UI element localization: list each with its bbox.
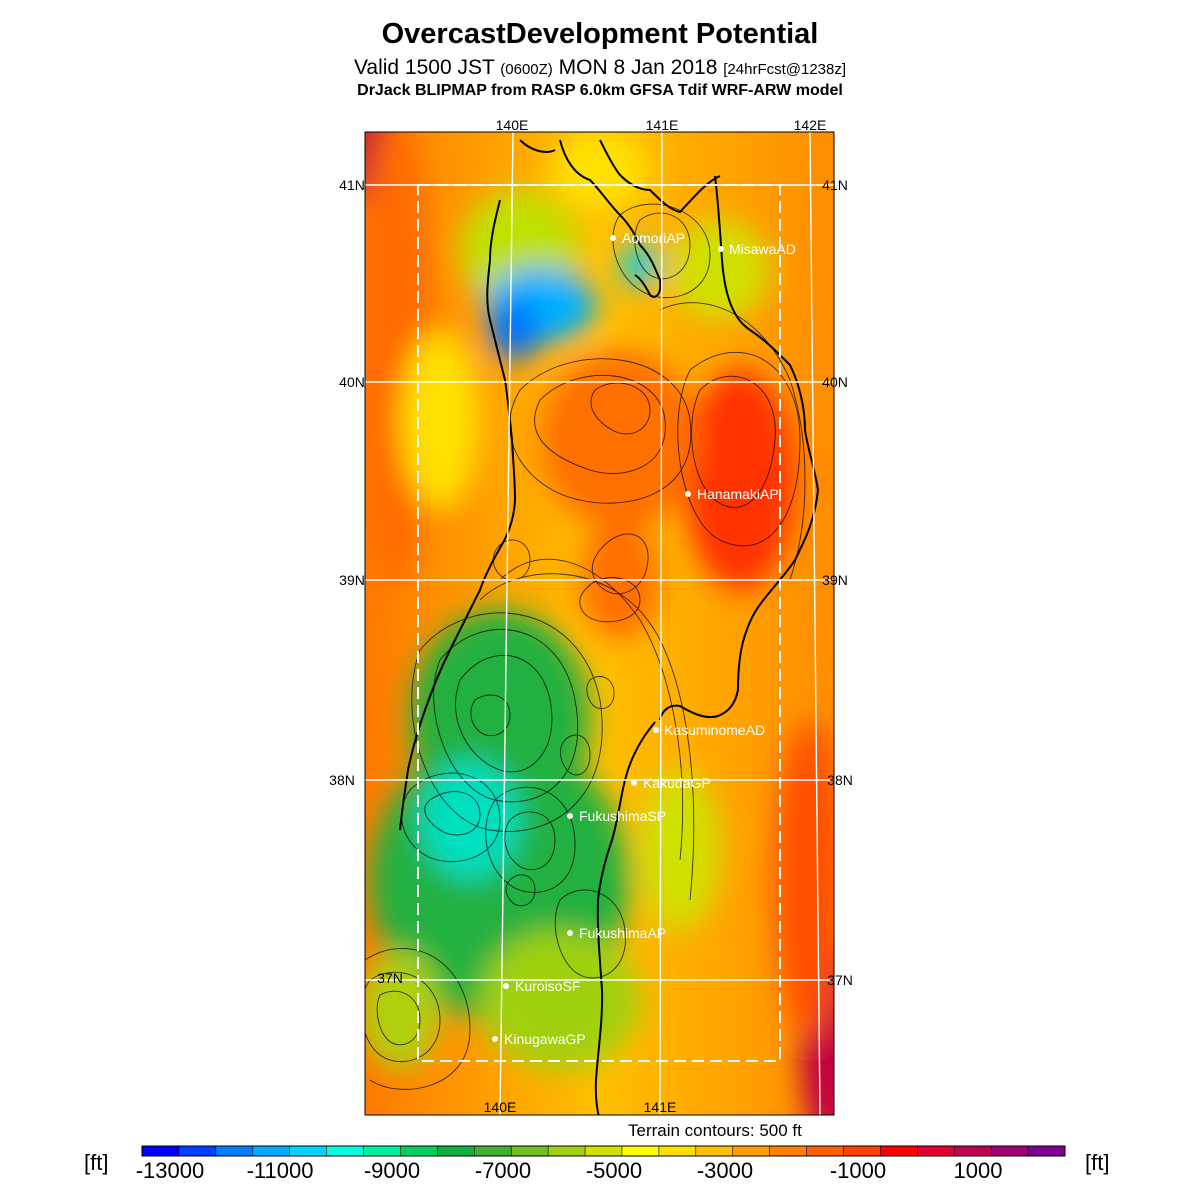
colorbar-swatch bbox=[474, 1146, 512, 1156]
colorbar-label: -9000 bbox=[364, 1158, 420, 1183]
colorbar-frame bbox=[141, 1145, 1066, 1157]
station-fukushima-sp: FukushimaSP bbox=[567, 808, 666, 824]
colorbar-swatch bbox=[585, 1146, 623, 1156]
station-fukushima-ap: FukushimaAP bbox=[567, 925, 666, 941]
colorbar-swatch bbox=[658, 1146, 697, 1156]
colorbar-swatch bbox=[806, 1146, 844, 1156]
colorbar-swatch bbox=[880, 1146, 918, 1156]
station-label: FukushimaAP bbox=[579, 925, 666, 941]
terrain-contours bbox=[365, 203, 806, 1090]
lat-label-left-41n: 41N bbox=[339, 177, 365, 193]
colorbar-unit-right: [ft] bbox=[1085, 1150, 1110, 1175]
colorbar-label: 1000 bbox=[954, 1158, 1003, 1183]
station-label: KuroisoSF bbox=[515, 978, 580, 994]
colorbar-label: -5000 bbox=[586, 1158, 642, 1183]
lat-label-right-39n: 39N bbox=[822, 572, 848, 588]
lat-label-left-37n: 37N bbox=[377, 970, 403, 986]
lon-label-top-141e: 141E bbox=[646, 117, 679, 133]
colorbar-label: -7000 bbox=[475, 1158, 531, 1183]
valid-zulu: (0600Z) bbox=[500, 61, 553, 78]
lat-label-left-38n: 38N bbox=[329, 772, 355, 788]
station-hanamaki: HanamakiAP bbox=[685, 486, 779, 502]
station-aomori: AomoriAP bbox=[610, 230, 685, 246]
station-misawa: MisawaAD bbox=[718, 241, 796, 257]
colorbar-label: -11000 bbox=[247, 1158, 314, 1183]
colorbar-swatch bbox=[178, 1146, 217, 1156]
lon-label-top-142e: 142E bbox=[794, 117, 827, 133]
colorbar-swatch bbox=[843, 1146, 881, 1156]
lat-label-right-38n: 38N bbox=[827, 772, 853, 788]
inner-domain-box bbox=[417, 184, 781, 1062]
colorbar-swatch bbox=[289, 1146, 328, 1156]
station-label: AomoriAP bbox=[622, 230, 685, 246]
lon-label-top-140e: 140E bbox=[496, 117, 529, 133]
colorbar-swatch bbox=[917, 1146, 955, 1156]
colorbar-swatch bbox=[954, 1146, 992, 1156]
station-label: KinugawaGP bbox=[504, 1031, 586, 1047]
colorbar-swatch bbox=[511, 1146, 549, 1156]
colorbar bbox=[141, 1145, 1066, 1157]
valid-date: MON 8 Jan 2018 bbox=[558, 56, 718, 79]
colorbar-swatch bbox=[400, 1146, 438, 1156]
terrain-contour-note: Terrain contours: 500 ft bbox=[628, 1121, 802, 1140]
lat-label-left-40n: 40N bbox=[339, 374, 365, 390]
colorbar-swatch bbox=[621, 1146, 660, 1156]
colorbar-label: -1000 bbox=[830, 1158, 886, 1183]
station-kuroiso: KuroisoSF bbox=[503, 978, 580, 994]
colorbar-swatch bbox=[1028, 1146, 1066, 1156]
lat-label-right-40n: 40N bbox=[822, 374, 848, 390]
valid-time-line: Valid 1500 JST (0600Z) MON 8 Jan 2018 [2… bbox=[0, 56, 1200, 80]
valid-prefix: Valid 1500 JST bbox=[353, 56, 495, 79]
colorbar-swatch bbox=[215, 1146, 254, 1156]
lon-label-bottom-141e: 141E bbox=[644, 1099, 677, 1115]
colorbar-swatch bbox=[326, 1146, 365, 1156]
colorbar-label: -13000 bbox=[136, 1158, 205, 1183]
station-label: FukushimaSP bbox=[579, 808, 666, 824]
station-label: HanamakiAP bbox=[697, 486, 779, 502]
lat-label-left-39n: 39N bbox=[339, 572, 365, 588]
model-line: DrJack BLIPMAP from RASP 6.0km GFSA Tdif… bbox=[357, 82, 843, 99]
station-kakuda: KakudaGP bbox=[631, 775, 711, 791]
lat-label-right-37n: 37N bbox=[827, 972, 853, 988]
colorbar-swatch bbox=[363, 1146, 401, 1156]
colorbar-swatch bbox=[991, 1146, 1029, 1156]
lon-label-bottom-140e: 140E bbox=[484, 1099, 517, 1115]
colorbar-swatch bbox=[437, 1146, 475, 1156]
map-frame bbox=[364, 131, 835, 1116]
colorbar-label: -3000 bbox=[697, 1158, 753, 1183]
station-label: KakudaGP bbox=[643, 775, 711, 791]
colorbar-swatch bbox=[769, 1146, 808, 1156]
station-label: KasuminomeAD bbox=[664, 722, 765, 738]
colorbar-swatch bbox=[252, 1146, 291, 1156]
forecast-info: [24hrFcst@1238z] bbox=[723, 61, 847, 78]
colorbar-swatch bbox=[548, 1146, 586, 1156]
station-kinugawa: KinugawaGP bbox=[492, 1031, 586, 1047]
station-kasuminome: KasuminomeAD bbox=[653, 722, 765, 738]
map-title: OvercastDevelopment Potential bbox=[381, 18, 819, 50]
colorbar-swatch bbox=[142, 1146, 180, 1156]
map-area bbox=[365, 132, 834, 1115]
lat-label-right-41n: 41N bbox=[822, 177, 848, 193]
colorbar-swatch bbox=[695, 1146, 734, 1156]
colorbar-swatch bbox=[732, 1146, 771, 1156]
colorbar-labels: -13000 -11000 -9000 -7000 -5000 -3000 -1… bbox=[136, 1158, 1003, 1183]
colorbar-unit-left: [ft] bbox=[84, 1150, 109, 1175]
station-label: MisawaAD bbox=[729, 241, 796, 257]
station-markers: AomoriAP MisawaAD HanamakiAP KasuminomeA… bbox=[492, 230, 796, 1047]
